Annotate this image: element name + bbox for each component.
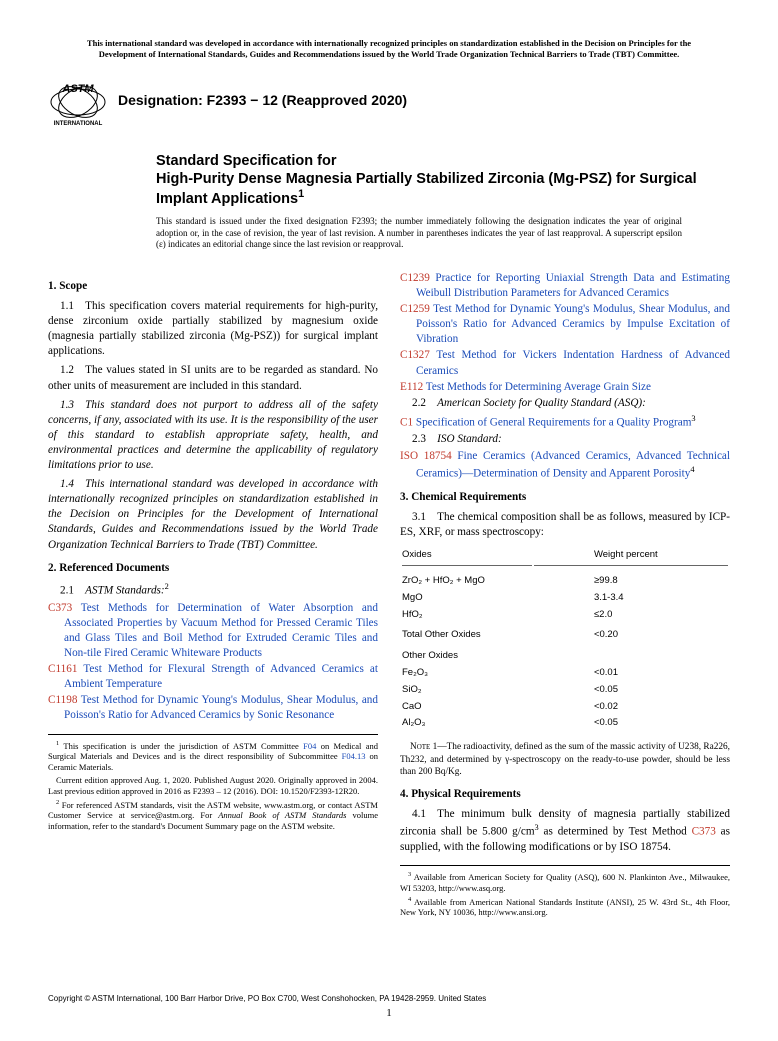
- page-number: 1: [0, 1006, 778, 1021]
- para-4-1: 4.1 The minimum bulk density of magnesia…: [400, 807, 730, 855]
- para-1-3: 1.3 This standard does not purport to ad…: [48, 398, 378, 474]
- ref-item[interactable]: E112 Test Methods for Determining Averag…: [400, 380, 730, 395]
- title-main: High-Purity Dense Magnesia Partially Sta…: [156, 170, 700, 208]
- note-1: Note 1—The radioactivity, defined as the…: [400, 741, 730, 779]
- footnotes-left: 1 This specification is under the jurisd…: [48, 734, 378, 833]
- right-column: C1239 Practice for Reporting Uniaxial St…: [400, 271, 730, 920]
- header-disclaimer: This international standard was develope…: [68, 38, 710, 60]
- chemical-table: OxidesWeight percentZrO₂ + HfO₂ + MgO≥99…: [400, 546, 730, 733]
- svg-text:INTERNATIONAL: INTERNATIONAL: [54, 121, 103, 126]
- ref-asq[interactable]: C1 Specification of General Requirements…: [400, 413, 730, 431]
- ref-item[interactable]: C1198 Test Method for Dynamic Young's Mo…: [48, 693, 378, 723]
- two-column-body: 1. Scope 1.1 This specification covers m…: [48, 271, 730, 920]
- issuance-note: This standard is issued under the fixed …: [156, 216, 682, 251]
- ref-item[interactable]: C1327 Test Method for Vickers Indentatio…: [400, 348, 730, 378]
- section-3-head: 3. Chemical Requirements: [400, 490, 730, 505]
- refs-left-list: C373 Test Methods for Determination of W…: [48, 601, 378, 724]
- footnotes-right: 3 Available from American Society for Qu…: [400, 865, 730, 918]
- svg-text:ASTM: ASTM: [61, 83, 94, 95]
- title-block: Standard Specification for High-Purity D…: [156, 152, 700, 208]
- para-1-2: 1.2 The values stated in SI units are to…: [48, 363, 378, 393]
- para-1-4: 1.4 This international standard was deve…: [48, 477, 378, 553]
- title-prefix: Standard Specification for: [156, 152, 700, 170]
- copyright-line: Copyright © ASTM International, 100 Barr…: [48, 994, 486, 1005]
- designation-row: ASTM INTERNATIONAL Designation: F2393 − …: [48, 74, 730, 126]
- ref-item[interactable]: C373 Test Methods for Determination of W…: [48, 601, 378, 661]
- para-1-1: 1.1 This specification covers material r…: [48, 299, 378, 359]
- section-2-head: 2. Referenced Documents: [48, 561, 378, 576]
- designation-text: Designation: F2393 − 12 (Reapproved 2020…: [118, 91, 407, 110]
- astm-logo: ASTM INTERNATIONAL: [48, 74, 108, 126]
- para-3-1: 3.1 The chemical composition shall be as…: [400, 510, 730, 540]
- ref-item[interactable]: C1161 Test Method for Flexural Strength …: [48, 662, 378, 692]
- section-2-2-sub: 2.2 American Society for Quality Standar…: [400, 396, 730, 411]
- left-column: 1. Scope 1.1 This specification covers m…: [48, 271, 378, 920]
- section-4-head: 4. Physical Requirements: [400, 787, 730, 802]
- refs-right-top-list: C1239 Practice for Reporting Uniaxial St…: [400, 271, 730, 395]
- ref-item[interactable]: C1239 Practice for Reporting Uniaxial St…: [400, 271, 730, 301]
- ref-item[interactable]: C1259 Test Method for Dynamic Young's Mo…: [400, 302, 730, 347]
- section-1-head: 1. Scope: [48, 279, 378, 294]
- section-2-3-sub: 2.3 ISO Standard:: [400, 432, 730, 447]
- section-2-1-sub: 2.1 ASTM Standards:2: [48, 581, 378, 599]
- ref-iso[interactable]: ISO 18754 Fine Ceramics (Advanced Cerami…: [400, 449, 730, 482]
